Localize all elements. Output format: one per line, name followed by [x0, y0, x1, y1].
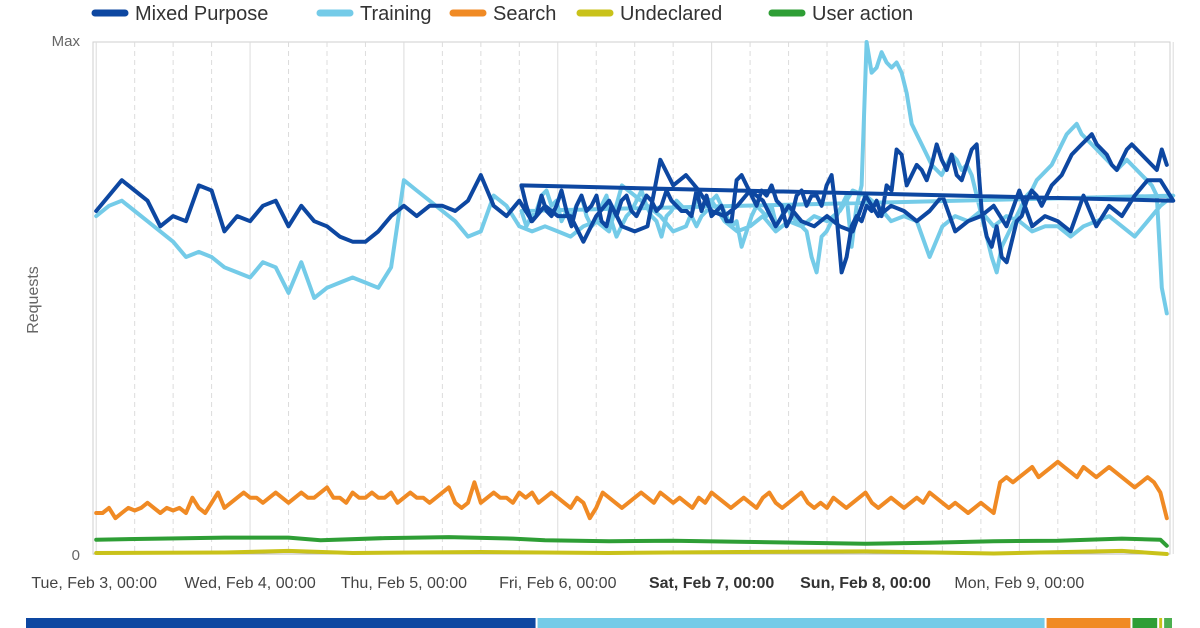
- legend-label[interactable]: User action: [812, 3, 913, 25]
- legend-label[interactable]: Undeclared: [620, 3, 722, 25]
- share-segment-search: [1046, 618, 1131, 628]
- x-tick-label: Sun, Feb 8, 00:00: [800, 575, 931, 592]
- series-lines: [94, 40, 1176, 556]
- share-segment-training: [537, 618, 1045, 628]
- share-segment-user-action: [1132, 618, 1158, 628]
- y-axis-title: Requests: [25, 266, 42, 334]
- x-tick-label: Sat, Feb 7, 00:00: [649, 575, 774, 592]
- legend-label[interactable]: Mixed Purpose: [135, 3, 268, 25]
- x-tick-label: Tue, Feb 3, 00:00: [31, 575, 157, 592]
- y-tick-zero: 0: [72, 547, 80, 564]
- chart-legend: Mixed Purpose Training Search Undeclared Use…: [91, 3, 913, 25]
- legend-label[interactable]: Training: [360, 3, 432, 25]
- y-axis: Max 0 Requests: [25, 33, 80, 564]
- share-bar: [26, 618, 1172, 628]
- x-tick-label: Wed, Feb 4, 00:00: [184, 575, 315, 592]
- share-segment-undeclared: [1159, 618, 1163, 628]
- x-tick-label: Fri, Feb 6, 00:00: [499, 575, 616, 592]
- x-tick-label: Mon, Feb 9, 00:00: [954, 575, 1084, 592]
- series-line-user-action: [94, 535, 1169, 548]
- series-line-undeclared: [94, 548, 1169, 556]
- x-tick-label: Thu, Feb 5, 00:00: [341, 575, 467, 592]
- chart-grid: [92, 41, 1174, 555]
- series-line-search: [94, 459, 1169, 521]
- share-segment-mixed-purpose: [26, 618, 536, 628]
- y-tick-max: Max: [52, 33, 81, 50]
- x-axis: Tue, Feb 3, 00:00 Wed, Feb 4, 00:00 Thu, F…: [31, 575, 1084, 592]
- series-line-mixed-purpose: [94, 132, 1176, 275]
- legend-label[interactable]: Search: [493, 3, 556, 25]
- share-segment-other: [1164, 618, 1172, 628]
